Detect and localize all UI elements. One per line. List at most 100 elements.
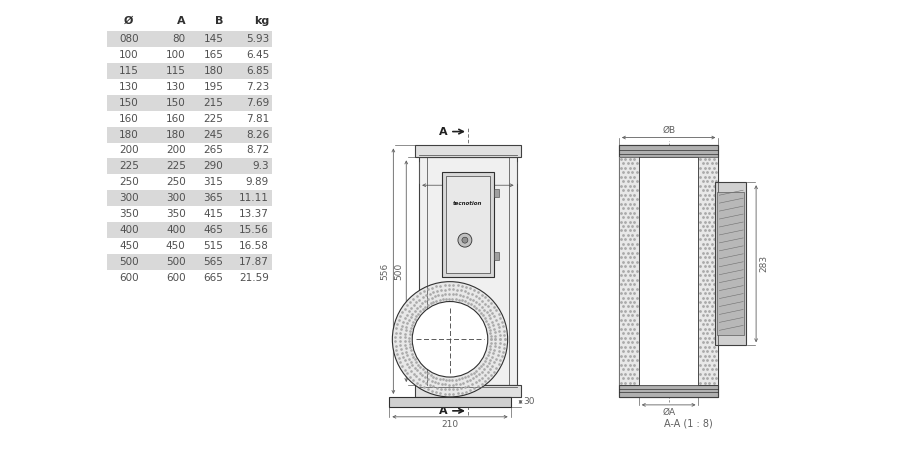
Circle shape (392, 282, 508, 397)
Text: 315: 315 (203, 177, 223, 187)
Bar (107, 190, 272, 206)
Text: 450: 450 (166, 241, 185, 251)
Bar (107, 79, 272, 95)
Circle shape (458, 233, 472, 247)
Text: 7.69: 7.69 (246, 98, 269, 108)
Text: 17.87: 17.87 (239, 257, 269, 267)
Text: 210: 210 (441, 420, 459, 429)
Text: 6.85: 6.85 (246, 66, 269, 76)
Text: 350: 350 (166, 209, 185, 219)
Bar (107, 111, 272, 126)
Bar (107, 270, 272, 286)
Text: 9.89: 9.89 (246, 177, 269, 187)
Text: 500: 500 (119, 257, 139, 267)
Text: 8.26: 8.26 (246, 130, 269, 140)
Text: 100: 100 (166, 50, 185, 60)
Text: 6.45: 6.45 (246, 50, 269, 60)
Text: 145: 145 (203, 34, 223, 44)
Text: 600: 600 (166, 273, 185, 283)
Bar (639, 158, 698, 385)
Text: 225: 225 (119, 162, 139, 171)
Bar (442, 172, 494, 277)
Text: 556: 556 (381, 263, 390, 280)
Text: 250: 250 (119, 177, 139, 187)
Text: 265: 265 (203, 145, 223, 155)
Text: A: A (439, 126, 448, 137)
Bar (107, 206, 272, 222)
Text: 160: 160 (166, 114, 185, 124)
Text: kg: kg (254, 16, 269, 26)
Text: tecnotion: tecnotion (454, 201, 482, 206)
Text: A: A (177, 16, 185, 26)
Bar (107, 63, 272, 79)
Bar (419, 158, 517, 385)
Text: 400: 400 (166, 225, 185, 235)
Bar (446, 176, 490, 273)
Text: 365: 365 (203, 193, 223, 203)
Text: Ø: Ø (124, 16, 134, 26)
Text: 165: 165 (203, 50, 223, 60)
Text: 200: 200 (119, 145, 139, 155)
Text: A-A (1 : 8): A-A (1 : 8) (664, 419, 713, 429)
Text: 16.58: 16.58 (239, 241, 269, 251)
Text: 150: 150 (119, 98, 139, 108)
Text: 130: 130 (166, 82, 185, 92)
Bar (107, 174, 272, 190)
Bar (698, 158, 718, 385)
Text: 21.59: 21.59 (239, 273, 269, 283)
Text: 215: 215 (203, 98, 223, 108)
Text: 7.23: 7.23 (246, 82, 269, 92)
Bar (494, 189, 499, 197)
Text: 350: 350 (119, 209, 139, 219)
Text: 180: 180 (119, 130, 139, 140)
Bar (619, 158, 639, 385)
Text: 180: 180 (166, 130, 185, 140)
Bar (619, 145, 718, 397)
Text: ØA: ØA (662, 408, 675, 417)
Bar (415, 145, 520, 157)
Text: 300: 300 (119, 193, 139, 203)
Bar (107, 126, 272, 143)
Text: 195: 195 (203, 82, 223, 92)
Text: 225: 225 (203, 114, 223, 124)
Text: 250: 250 (166, 177, 185, 187)
Text: 245: 245 (203, 130, 223, 140)
Text: 13.37: 13.37 (239, 209, 269, 219)
Text: 290: 290 (203, 162, 223, 171)
Bar (107, 31, 272, 47)
Bar (698, 158, 718, 385)
Bar (619, 145, 718, 157)
Text: 225: 225 (166, 162, 185, 171)
Text: 500: 500 (166, 257, 185, 267)
Text: 415: 415 (203, 209, 223, 219)
Bar (415, 385, 520, 397)
Text: 665: 665 (203, 273, 223, 283)
Bar (107, 95, 272, 111)
Text: 115: 115 (119, 66, 139, 76)
Text: 15.56: 15.56 (239, 225, 269, 235)
Bar (619, 385, 718, 397)
Text: 200: 200 (166, 145, 185, 155)
Text: 500: 500 (394, 263, 403, 280)
Text: 400: 400 (119, 225, 139, 235)
Text: 465: 465 (203, 225, 223, 235)
Text: 9.3: 9.3 (253, 162, 269, 171)
Text: 600: 600 (119, 273, 139, 283)
Bar (494, 252, 499, 260)
Circle shape (462, 237, 468, 243)
Text: 300: 300 (166, 193, 185, 203)
Circle shape (412, 302, 488, 377)
Text: 7.81: 7.81 (246, 114, 269, 124)
Text: 515: 515 (203, 241, 223, 251)
Text: 11.11: 11.11 (239, 193, 269, 203)
Bar (619, 158, 639, 385)
Text: 8.72: 8.72 (246, 145, 269, 155)
Bar (390, 397, 510, 407)
Text: 5.93: 5.93 (246, 34, 269, 44)
Text: 115: 115 (166, 66, 185, 76)
Text: ØB: ØB (662, 126, 675, 135)
Bar (107, 238, 272, 254)
Bar (107, 254, 272, 270)
Bar (107, 222, 272, 238)
Text: 150: 150 (166, 98, 185, 108)
